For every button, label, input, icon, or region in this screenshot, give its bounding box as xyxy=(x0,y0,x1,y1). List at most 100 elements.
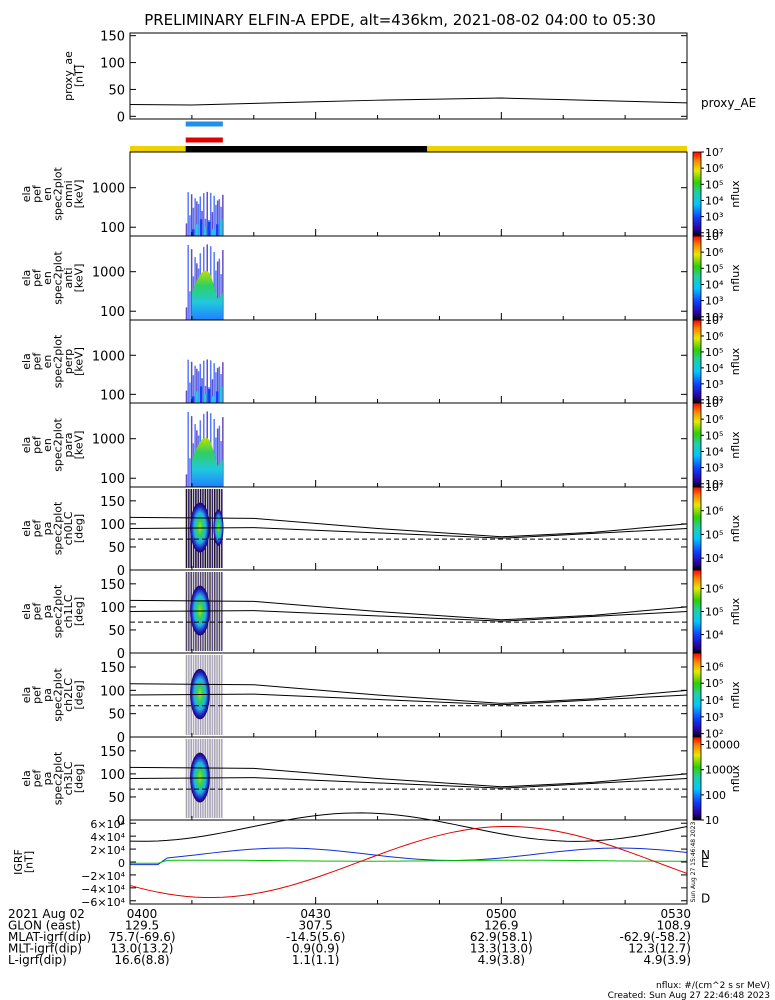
xaxis-row-label: 2021 Aug 02 xyxy=(8,907,85,921)
spectrum-patch xyxy=(203,393,207,403)
ylabel-line: [deg] xyxy=(73,680,86,709)
pa-stripe xyxy=(209,489,211,568)
ytick-label: 100 xyxy=(100,684,125,699)
ytick-label: 100 xyxy=(100,601,125,616)
ylabel-line: [keV] xyxy=(73,347,86,376)
spectrum-stripe xyxy=(216,367,219,403)
ylabel-line: ch2LC xyxy=(62,678,75,712)
panel-2: 10² 10³ 10⁴ 10⁵ 10⁶ 10⁷ nflux 100 1000 elapefensp… xyxy=(20,146,742,240)
ylabel-line: pef xyxy=(31,435,44,454)
spectrum-stripe xyxy=(218,425,221,487)
igrf-n-line xyxy=(130,847,688,866)
ytick-label: 50 xyxy=(108,624,125,639)
spectrum-patch xyxy=(199,219,203,236)
colorbar xyxy=(692,569,702,654)
ytick-label: 100 xyxy=(100,518,125,533)
ytick-label: 50 xyxy=(108,541,125,556)
ylabel-line: pa xyxy=(41,772,54,786)
pa-stripe xyxy=(218,655,221,735)
spectrum-stripe xyxy=(203,193,205,236)
spectrum-stripe xyxy=(190,249,193,320)
ytick-label: 1000 xyxy=(92,433,125,448)
colorbar-tick-label: 10² xyxy=(705,728,723,741)
colorbar-label: nflux xyxy=(729,597,742,625)
colorbar-label: nflux xyxy=(729,764,742,792)
colorbar-tick-label: 1000 xyxy=(705,764,733,777)
series-label: proxy_AE xyxy=(701,96,756,110)
units-note: nflux: #/(cm^2 s sr MeV) xyxy=(656,981,770,991)
ylabel-line: anti xyxy=(62,267,75,288)
colorbar-tick-label: 10⁶ xyxy=(705,246,724,259)
colorbar-tick-label: 10⁷ xyxy=(705,146,723,159)
spectrum-stripe xyxy=(216,261,219,320)
ytick-label: 50 xyxy=(108,83,125,98)
spectrum-stripe xyxy=(218,366,221,403)
ytick-label: −4×10⁴ xyxy=(81,883,125,896)
colorbar-tick-label: 10⁴ xyxy=(705,629,724,642)
xaxis-value: 0400 xyxy=(127,907,158,921)
pa-stripe xyxy=(218,572,221,651)
ytick-label: 50 xyxy=(108,791,125,806)
ylabel-line: spec2plot xyxy=(52,167,65,221)
pa-stripe xyxy=(211,489,214,568)
spectrum-stripe xyxy=(222,417,224,487)
ylabel-line: ela xyxy=(20,353,33,370)
colorbar-tick-label: 10⁴ xyxy=(705,194,724,207)
spectrum-blob xyxy=(191,437,223,487)
science-zone-bar xyxy=(185,121,223,127)
ytick-label: 2×10⁴ xyxy=(90,844,125,857)
spectrum-stripe xyxy=(218,258,221,320)
igrf-e-line xyxy=(130,859,688,864)
colorbar-tick-label: 10⁵ xyxy=(705,677,723,690)
chart-title: PRELIMINARY ELFIN-A EPDE, alt=436km, 202… xyxy=(144,11,656,29)
panel-9: 10 100 1000 10000 nflux 0 50 100 150 elapefpaspec… xyxy=(20,736,742,829)
spectrum-patch xyxy=(212,229,215,236)
colorbar-tick-label: 10⁴ xyxy=(705,445,724,458)
ylabel-line: pef xyxy=(31,685,44,704)
ytick-label: 100 xyxy=(100,768,125,783)
spectrum-patch xyxy=(216,391,219,403)
spectrum-patch xyxy=(207,221,211,236)
colorbar-label: nflux xyxy=(729,180,742,208)
colorbar-label: nflux xyxy=(729,264,742,292)
ylabel-line: perp xyxy=(62,349,75,374)
ylabel-line: IGRF xyxy=(12,849,25,875)
created-note: Created: Sun Aug 27 22:46:48 2023 xyxy=(608,991,770,1000)
pa-stripe xyxy=(216,655,218,735)
xaxis-value: 13.3(13.0) xyxy=(470,942,533,956)
ylabel-line: ela xyxy=(20,603,33,620)
panel-4: 10² 10³ 10⁴ 10⁵ 10⁶ 10⁷ nflux 100 1000 elapefensp… xyxy=(20,314,742,407)
ylabel-line: ela xyxy=(20,687,33,704)
spectrum-stripe xyxy=(222,362,224,403)
xaxis-row-label: GLON (east) xyxy=(8,919,81,933)
ylabel-line: [keV] xyxy=(73,264,86,293)
ylabel-line: pef xyxy=(31,769,44,788)
colorbar-tick-label: 10⁵ xyxy=(705,346,723,359)
spectrum-patch xyxy=(195,224,199,236)
ylabel-line: ch3LC xyxy=(62,761,75,795)
ytick-label: −6×10⁴ xyxy=(81,896,125,909)
ylabel-line: en xyxy=(41,187,54,201)
ylabel-line: pa xyxy=(41,688,54,702)
spectrum-stripe xyxy=(199,196,202,236)
proxy-ae-line xyxy=(129,97,688,106)
ytick-label: 0 xyxy=(117,647,125,662)
ytick-label: 50 xyxy=(108,708,125,723)
pa-stripe xyxy=(220,572,223,651)
ytick-label: 0 xyxy=(118,857,125,870)
ylabel-line: [deg] xyxy=(73,764,86,793)
ylabel-line: pef xyxy=(31,352,44,371)
spectrum-stripe xyxy=(222,194,224,236)
ytick-label: 150 xyxy=(100,495,125,510)
colorbar-tick-label: 10⁶ xyxy=(705,330,724,343)
spectrum-stripe xyxy=(192,375,195,403)
spectrum-stripe xyxy=(189,291,191,320)
spectrum-patch xyxy=(195,391,199,403)
ylabel-line: ela xyxy=(20,270,33,287)
colorbar-tick-label: 10³ xyxy=(705,711,723,724)
spectrum-stripe xyxy=(190,194,193,236)
spectrum-stripe xyxy=(187,359,189,403)
spectrum-stripe xyxy=(213,252,215,320)
spectrum-stripe xyxy=(222,250,224,320)
ylabel-line: spec2plot xyxy=(52,334,65,388)
